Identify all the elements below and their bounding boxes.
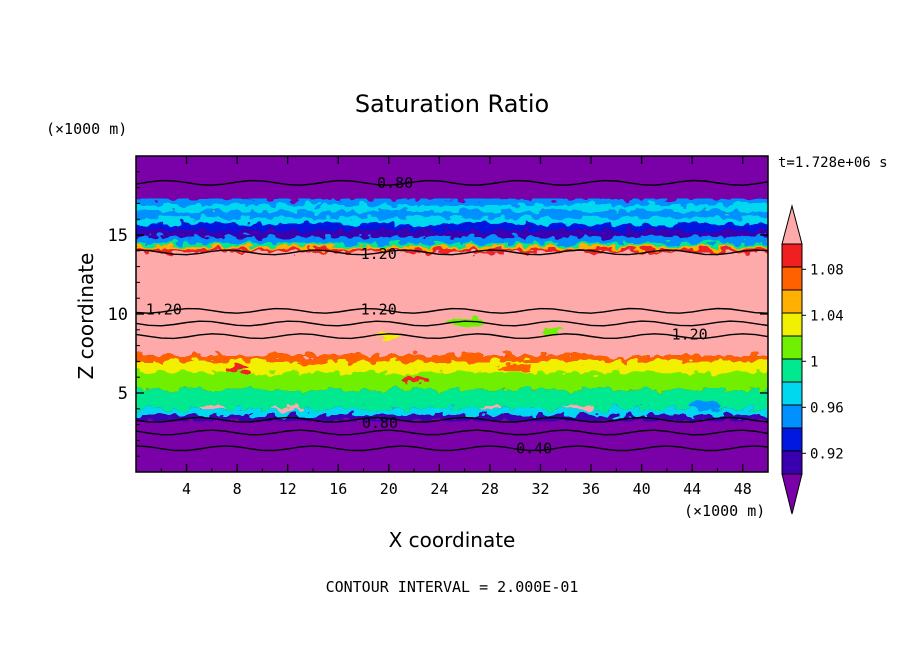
y-tick-label: 15 — [108, 226, 128, 246]
contour-line — [136, 445, 768, 452]
colorbar-swatch — [781, 289, 803, 314]
x-tick-label: 32 — [531, 480, 549, 498]
x-tick-label: 8 — [233, 480, 242, 498]
colorbar-swatch — [781, 266, 803, 291]
contour-label: 1.20 — [672, 326, 708, 344]
colorbar-swatch — [781, 312, 803, 337]
contour-line — [136, 179, 768, 186]
x-tick-label: 20 — [380, 480, 398, 498]
field-band — [136, 246, 768, 250]
field-band — [136, 242, 768, 247]
field-band — [136, 389, 768, 409]
field-patch — [400, 374, 428, 383]
field-band — [136, 198, 768, 205]
field-patch — [271, 406, 304, 412]
field-band — [136, 372, 768, 390]
x-tick-label: 12 — [279, 480, 297, 498]
contour-label: 1.20 — [361, 245, 397, 263]
colorbar-swatch — [781, 335, 803, 360]
x-tick-label: 24 — [430, 480, 448, 498]
x-axis-label: X coordinate — [389, 528, 516, 552]
x-tick-label: 48 — [734, 480, 752, 498]
field-band — [136, 252, 768, 356]
colorbar-label: 1 — [810, 354, 818, 370]
x-tick-label: 40 — [633, 480, 651, 498]
colorbar-label: 1.04 — [810, 308, 844, 324]
field-patch — [478, 404, 502, 410]
contour-label: 0.80 — [377, 174, 413, 192]
field-patch — [224, 365, 250, 374]
colorbar-label: 1.08 — [810, 262, 844, 278]
x-tick-label: 4 — [182, 480, 191, 498]
colorbar-swatch — [781, 450, 803, 475]
y-tick-label: 5 — [118, 384, 128, 404]
contour-label: 0.80 — [362, 414, 398, 432]
field-band — [136, 236, 768, 243]
field-band — [136, 223, 768, 231]
colorbar-min-arrow — [781, 473, 803, 515]
colorbar-swatch — [781, 358, 803, 383]
colorbar-max-arrow — [781, 204, 803, 245]
colorbar-swatch — [781, 243, 803, 268]
field-band — [136, 211, 768, 218]
x-tick-label: 16 — [329, 480, 347, 498]
colorbar-swatch — [781, 427, 803, 452]
contour-label: 0.40 — [516, 439, 552, 457]
time-label: t=1.728e+06 s — [778, 155, 888, 171]
chart-title: Saturation Ratio — [355, 90, 549, 118]
colorbar-label: 0.96 — [810, 400, 844, 416]
field-band — [136, 408, 768, 416]
colorbar — [781, 204, 803, 515]
contour-label: 1.20 — [146, 300, 182, 318]
contour-line — [136, 429, 768, 436]
field-band — [136, 355, 768, 362]
field-patch — [562, 404, 595, 410]
field-band — [136, 361, 768, 373]
contour-label: 1.20 — [361, 300, 397, 318]
field-patch — [496, 363, 535, 372]
field-band — [136, 230, 768, 237]
field-patch — [600, 348, 633, 359]
field-patch — [297, 359, 329, 367]
contour-interval-footer: CONTOUR INTERVAL = 2.000E-01 — [326, 578, 579, 596]
contour-line — [136, 307, 768, 314]
x-tick-label: 28 — [481, 480, 499, 498]
y-axis-label: Z coordinate — [74, 253, 98, 380]
x-tick-label: 44 — [683, 480, 701, 498]
contour-line — [136, 249, 768, 256]
field-patch — [689, 401, 721, 410]
y-tick-label: 10 — [108, 305, 128, 325]
contour-line — [136, 416, 768, 423]
colorbar-label: 0.92 — [810, 446, 844, 462]
field-patch — [199, 404, 225, 410]
y-unit-label: (×1000 m) — [46, 120, 127, 138]
field-band — [136, 249, 768, 253]
field-band — [136, 217, 768, 224]
field-band — [136, 204, 768, 212]
colorbar-swatch — [781, 381, 803, 406]
x-tick-label: 36 — [582, 480, 600, 498]
contour-line — [136, 333, 768, 340]
x-unit-label: (×1000 m) — [684, 502, 765, 520]
field-patch — [540, 327, 566, 336]
plot-area — [136, 156, 768, 472]
contour-line — [136, 320, 768, 327]
colorbar-swatch — [781, 404, 803, 429]
